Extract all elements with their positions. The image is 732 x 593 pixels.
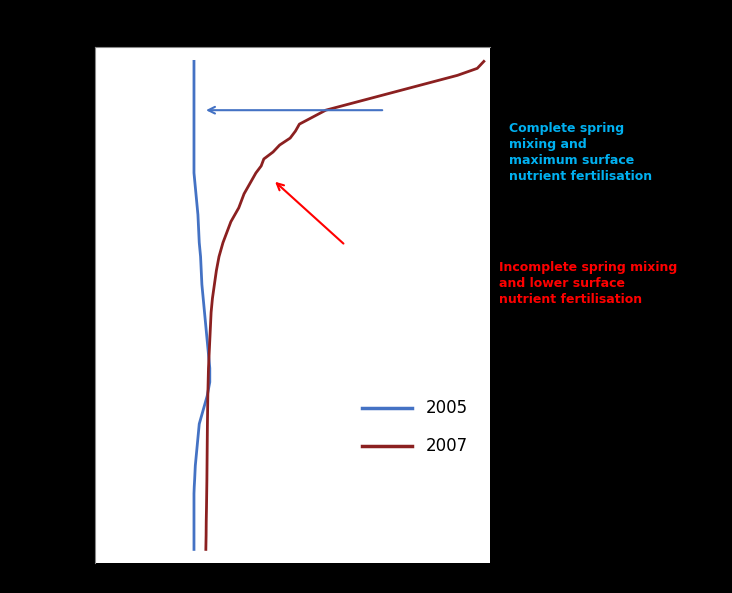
Text: Incomplete spring mixing
and lower surface
nutrient fertilisation: Incomplete spring mixing and lower surfa… [499,261,678,306]
2007 [219,239,228,246]
X-axis label: Temperature (°C): Temperature (°C) [198,0,387,8]
2005 [190,483,198,490]
2007 [210,281,219,288]
2007 [202,532,211,539]
2005 [195,420,203,428]
2005 [190,170,198,177]
2007 [285,135,294,142]
Legend: 2005, 2007: 2005, 2007 [356,393,474,462]
2007 [224,225,233,232]
2005 [190,58,198,65]
2005 [193,197,201,205]
2005 [198,281,206,288]
2005 [204,350,213,358]
2005 [191,462,200,469]
2005 [190,525,198,532]
2007 [321,107,330,114]
2005 [193,434,202,441]
2007 [203,420,212,428]
2007 [275,142,284,149]
2007 [203,476,212,483]
2007 [400,86,409,93]
2005 [199,406,208,413]
2005 [190,532,198,539]
2005 [190,539,198,546]
2007 [206,337,214,344]
Line: 2007: 2007 [206,62,484,549]
2007 [204,365,213,372]
2007 [295,120,304,127]
2005 [206,365,214,372]
2005 [190,497,198,504]
2005 [190,72,198,79]
2007 [473,65,482,72]
2005 [190,476,199,483]
2007 [203,448,212,455]
2007 [202,504,211,511]
2005 [190,546,198,553]
2005 [190,86,198,93]
2007 [259,155,268,162]
2007 [201,546,210,553]
2007 [231,211,239,218]
2007 [206,309,215,316]
2005 [191,183,200,190]
2005 [195,239,203,246]
2007 [212,267,221,274]
2007 [479,58,488,65]
2005 [197,267,206,274]
2005 [190,100,198,107]
2005 [190,65,198,72]
2007 [221,232,230,239]
2007 [239,190,248,197]
2005 [199,295,208,302]
2007 [269,148,277,155]
2007 [427,79,436,86]
2007 [202,518,211,525]
Y-axis label: Depth (m): Depth (m) [31,254,49,357]
2005 [190,511,198,518]
2005 [190,127,198,135]
2007 [214,253,223,260]
2005 [190,518,198,525]
2007 [234,204,243,211]
2007 [205,350,214,358]
2007 [237,197,246,205]
2007 [244,183,253,190]
2007 [291,127,300,135]
2005 [200,309,209,316]
2007 [206,323,215,330]
Text: Complete spring
mixing and
maximum surface
nutrient fertilisation: Complete spring mixing and maximum surfa… [509,122,652,183]
2005 [190,114,198,121]
2007 [226,218,235,225]
2005 [206,378,214,385]
2005 [190,490,198,497]
2005 [193,448,201,455]
2005 [190,79,198,86]
2005 [196,253,205,260]
2005 [194,225,203,232]
2007 [308,114,317,121]
2007 [374,93,383,100]
2007 [252,170,261,177]
2005 [201,323,210,330]
2007 [257,162,266,170]
2005 [190,142,198,149]
2007 [208,295,217,302]
2005 [203,337,212,344]
2005 [190,93,198,100]
2005 [190,155,198,162]
2007 [348,100,356,107]
2005 [203,393,212,400]
2007 [453,72,462,79]
2005 [190,504,198,511]
2007 [247,176,256,183]
2005 [193,211,202,218]
Line: 2005: 2005 [194,62,210,549]
2007 [203,393,212,400]
